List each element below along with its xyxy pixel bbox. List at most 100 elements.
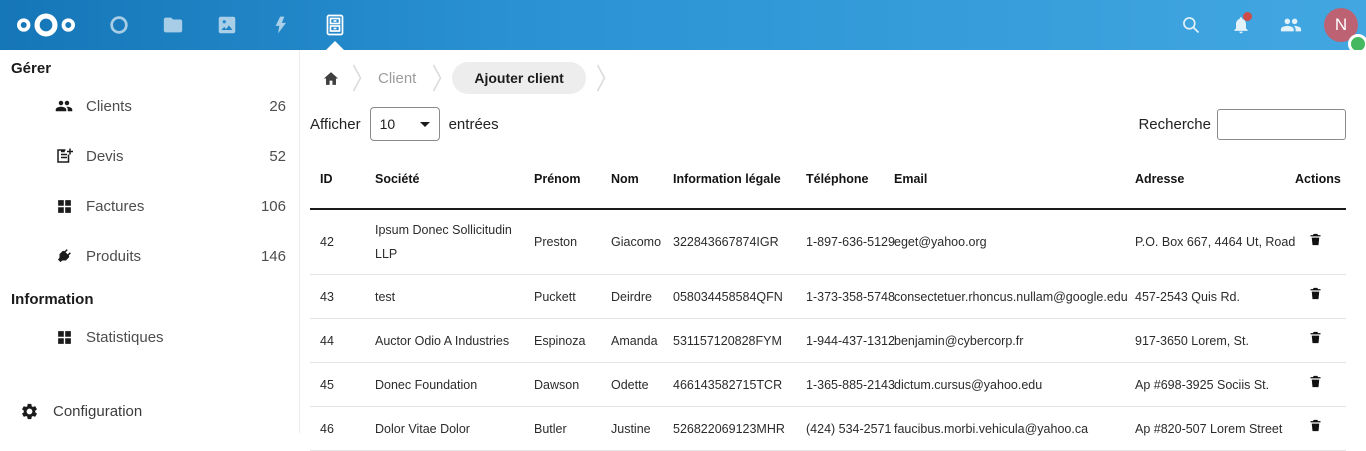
notification-badge	[1243, 12, 1252, 21]
cell-telephone: 1-373-358-5748	[796, 274, 895, 319]
cell-email: consectetuer.rhoncus.nullam@google.edu	[884, 274, 1128, 319]
delete-button[interactable]	[1306, 327, 1325, 348]
chevron-right-icon	[432, 64, 442, 92]
cell-prenom: Dawson	[524, 362, 601, 407]
cell-prenom: Espinoza	[524, 318, 601, 363]
top-header: N	[0, 0, 1366, 54]
sidebar-section-gerer: Gérer	[11, 60, 52, 77]
sidebar-item-label: Statistiques	[86, 328, 164, 346]
table-row: 45 Donec Foundation Dawson Odette 466143…	[310, 362, 1346, 407]
activity-app-icon[interactable]	[254, 0, 308, 50]
cell-id: 43	[310, 274, 365, 319]
delete-button[interactable]	[1306, 371, 1325, 392]
cell-id: 44	[310, 318, 365, 363]
cell-info-legale: 466143582715TCR	[663, 362, 796, 407]
cell-adresse: 917-3650 Lorem, St.	[1125, 318, 1285, 363]
cell-telephone: (424) 534-2571	[796, 406, 891, 451]
column-header-id[interactable]: ID	[310, 150, 365, 210]
chevron-right-icon	[352, 64, 362, 92]
invoices-app-icon[interactable]	[308, 0, 362, 50]
gear-icon	[20, 401, 40, 421]
breadcrumb: Client Ajouter client	[320, 56, 1366, 100]
cell-info-legale: 058034458584QFN	[663, 274, 796, 319]
sidebar-item-clients[interactable]: Clients 26	[0, 81, 299, 131]
delete-button[interactable]	[1306, 415, 1325, 436]
header-actions: N	[1166, 0, 1366, 54]
search-input[interactable]	[1217, 108, 1346, 140]
column-header-nom[interactable]: Nom	[601, 150, 663, 210]
main-content: Client Ajouter client Afficher 10 entrée…	[300, 50, 1366, 451]
user-menu[interactable]: N	[1316, 0, 1366, 54]
cell-info-legale: 526822069123MHR	[663, 406, 796, 451]
sidebar-item-devis[interactable]: Devis 52	[0, 131, 299, 181]
column-header-actions: Actions	[1285, 150, 1346, 210]
delete-button[interactable]	[1306, 229, 1325, 250]
sidebar-item-factures[interactable]: Factures 106	[0, 181, 299, 231]
sidebar-item-statistiques[interactable]: Statistiques	[0, 312, 299, 362]
search-area: Recherche	[1138, 108, 1346, 140]
cell-societe: Donec Foundation	[365, 362, 524, 407]
cell-info-legale: 322843667874IGR	[663, 209, 796, 275]
sidebar-item-produits[interactable]: Produits 146	[0, 231, 299, 281]
notifications-icon[interactable]	[1216, 0, 1266, 50]
column-header-telephone[interactable]: Téléphone	[796, 150, 884, 210]
table-header-row: ID Société Prénom Nom Information légale…	[310, 150, 1346, 210]
home-icon[interactable]	[320, 70, 342, 87]
nextcloud-logo[interactable]	[0, 12, 92, 38]
cell-prenom: Butler	[524, 406, 601, 451]
grid-icon	[55, 328, 73, 346]
cell-adresse: Ap #698-3925 Sociis St.	[1125, 362, 1285, 407]
ajouter-client-button[interactable]: Ajouter client	[452, 62, 586, 94]
cell-nom: Amanda	[601, 318, 663, 363]
dashboard-app-icon[interactable]	[92, 0, 146, 50]
column-header-societe[interactable]: Société	[365, 150, 524, 210]
sidebar-item-configuration[interactable]: Configuration	[0, 389, 299, 433]
cell-nom: Odette	[601, 362, 663, 407]
cell-nom: Deirdre	[601, 274, 663, 319]
cell-nom: Giacomo	[601, 209, 663, 275]
cell-telephone: 1-944-437-1312	[796, 318, 895, 363]
cell-email: faucibus.morbi.vehicula@yahoo.ca	[884, 406, 1125, 451]
column-header-prenom[interactable]: Prénom	[524, 150, 601, 210]
contacts-icon[interactable]	[1266, 0, 1316, 50]
cell-adresse: 457-2543 Quis Rd.	[1125, 274, 1285, 319]
plug-icon	[55, 247, 73, 265]
cell-societe: Ipsum Donec Sollicitudin LLP	[365, 209, 524, 275]
cell-id: 45	[310, 362, 365, 407]
cell-societe: Dolor Vitae Dolor	[365, 406, 524, 451]
cell-email: benjamin@cybercorp.fr	[884, 318, 1125, 363]
table-row: 46 Dolor Vitae Dolor Butler Justine 5268…	[310, 406, 1346, 451]
app-navigation	[92, 0, 362, 50]
cell-email: eget@yahoo.org	[884, 209, 1125, 275]
photos-app-icon[interactable]	[200, 0, 254, 50]
column-header-email[interactable]: Email	[884, 150, 1125, 210]
search-icon[interactable]	[1166, 0, 1216, 50]
table-controls: Afficher 10 entrées Recherche	[310, 106, 1346, 142]
cell-telephone: 1-365-885-2143	[796, 362, 895, 407]
cell-nom: Justine	[601, 406, 663, 451]
delete-button[interactable]	[1306, 283, 1325, 304]
sidebar-footer-label: Configuration	[53, 402, 143, 420]
page-size-value: 10	[379, 116, 396, 132]
sidebar-item-count: 52	[269, 147, 286, 165]
sidebar-item-label: Clients	[86, 97, 132, 115]
sidebar-item-count: 106	[260, 197, 286, 215]
files-app-icon[interactable]	[146, 0, 200, 50]
column-header-adresse[interactable]: Adresse	[1125, 150, 1285, 210]
column-header-info-legale[interactable]: Information légale	[663, 150, 796, 210]
chevron-right-icon	[596, 64, 606, 92]
table-row: 44 Auctor Odio A Industries Espinoza Ama…	[310, 318, 1346, 363]
sidebar-item-label: Produits	[86, 247, 142, 265]
sidebar-section-information: Information	[11, 291, 94, 308]
search-label: Recherche	[1138, 115, 1211, 133]
breadcrumb-client-link[interactable]: Client	[378, 69, 417, 87]
page-size-select[interactable]: 10	[369, 107, 440, 141]
sidebar-item-count: 146	[260, 247, 286, 265]
entries-label: entrées	[448, 115, 499, 133]
cell-info-legale: 531157120828FYM	[663, 318, 796, 363]
sidebar-item-label: Devis	[86, 147, 124, 165]
cell-adresse: Ap #820-507 Lorem Street	[1125, 406, 1285, 451]
cell-societe: test	[365, 274, 524, 319]
clients-table: ID Société Prénom Nom Information légale…	[310, 150, 1346, 451]
sidebar-item-label: Factures	[86, 197, 145, 215]
